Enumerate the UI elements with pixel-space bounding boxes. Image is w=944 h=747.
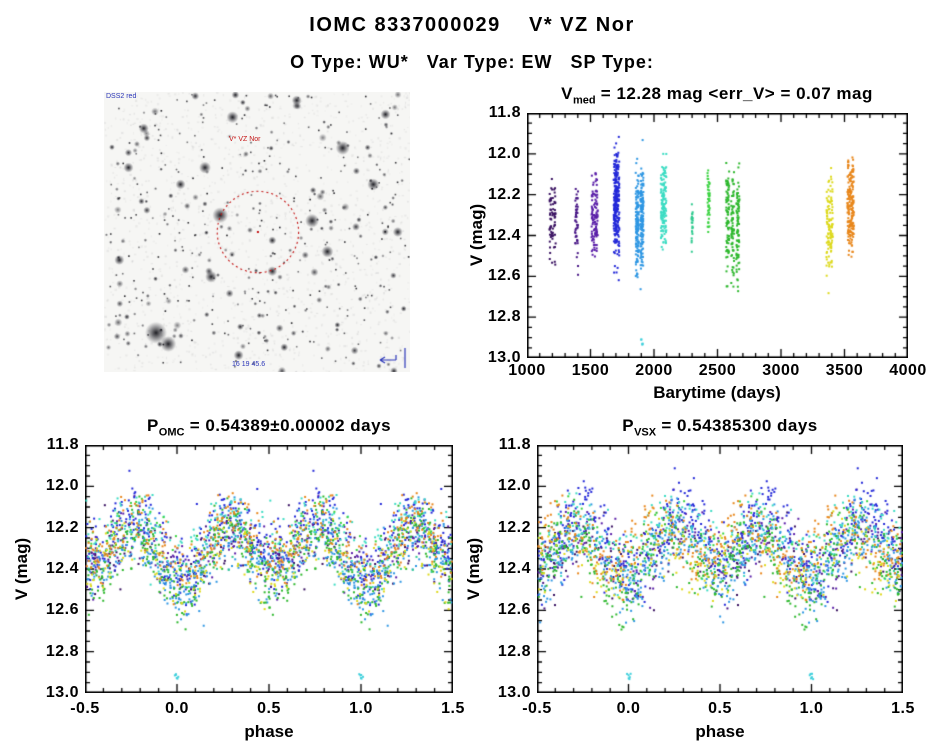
x-tick-label: 1.0	[349, 700, 373, 717]
x-tick-label: 1.5	[441, 700, 465, 717]
phase_omc-canvas	[85, 445, 453, 693]
x-tick-label: 0.0	[616, 700, 641, 717]
x-tick-label: 3500	[825, 362, 864, 379]
y-tick-label: 12.0	[45, 477, 79, 495]
phase-omc-xlabel: phase	[244, 722, 294, 741]
y-tick-label: 12.6	[487, 267, 521, 285]
x-tick-label: 1.0	[799, 700, 824, 717]
x-tick-label: 0.5	[708, 700, 732, 717]
y-tick-label: 12.6	[45, 601, 79, 619]
page-title: IOMC 8337000029 V* VZ Nor	[309, 14, 635, 36]
y-tick-label: 12.6	[497, 601, 531, 619]
y-tick-label: 12.4	[45, 560, 79, 577]
y-tick-label: 12.8	[497, 642, 531, 660]
y-tick-label: 12.2	[497, 518, 531, 536]
time-series-title: Vmed = 12.28 mag <err_V> = 0.07 mag	[561, 84, 873, 107]
x-tick-label: -0.5	[70, 700, 100, 717]
x-tick-label: 0.5	[257, 700, 281, 717]
x-tick-label: 2500	[698, 362, 737, 379]
y-tick-label: 12.0	[497, 477, 531, 495]
phase-vsx-title: PVSX = 0.54385300 days	[622, 416, 818, 439]
x-tick-label: 3000	[762, 362, 800, 379]
y-tick-label: 12.2	[45, 518, 79, 536]
x-tick-label: 0.0	[165, 700, 189, 717]
phase_vsx-canvas	[537, 445, 903, 693]
x-tick-label: 1500	[571, 362, 610, 379]
y-tick-label: 12.4	[497, 560, 531, 577]
y-tick-label: 12.8	[487, 308, 521, 326]
coordinates-label: 16 19 45.6	[232, 361, 266, 368]
phase-vsx-ylabel: V (mag)	[464, 537, 483, 601]
time-series-ylabel: V (mag)	[467, 203, 486, 267]
x-tick-label: -0.5	[522, 700, 552, 717]
y-tick-label: 13.0	[497, 684, 531, 701]
finding-chart: DSS2 red V* VZ Nor 16 19 45.6	[104, 92, 410, 372]
object-type-subtitle: O Type: WU* Var Type: EW SP Type:	[290, 52, 654, 72]
y-tick-label: 11.8	[498, 436, 531, 453]
time_series-canvas	[527, 113, 908, 358]
target-label: V* VZ Nor	[229, 136, 261, 143]
y-tick-label: 12.0	[487, 144, 521, 162]
y-tick-label: 12.2	[487, 185, 521, 203]
x-tick-label: 1.5	[891, 700, 915, 717]
time-series-xlabel: Barytime (days)	[653, 383, 781, 402]
x-tick-label: 2000	[635, 362, 673, 379]
y-tick-label: 12.4	[487, 226, 521, 244]
y-tick-label: 11.8	[488, 104, 521, 121]
y-tick-label: 11.8	[46, 436, 79, 453]
star-field-image	[104, 92, 410, 372]
x-tick-label: 4000	[889, 362, 927, 379]
phase-vsx-xlabel: phase	[695, 722, 745, 741]
phase-omc-ylabel: V (mag)	[12, 537, 31, 601]
survey-label: DSS2 red	[106, 93, 137, 100]
y-tick-label: 13.0	[45, 684, 79, 701]
y-tick-label: 12.8	[45, 642, 79, 660]
y-tick-label: 13.0	[487, 349, 521, 366]
phase-omc-title: POMC = 0.54389±0.00002 days	[146, 416, 392, 439]
x-tick-label: 1000	[508, 362, 546, 379]
